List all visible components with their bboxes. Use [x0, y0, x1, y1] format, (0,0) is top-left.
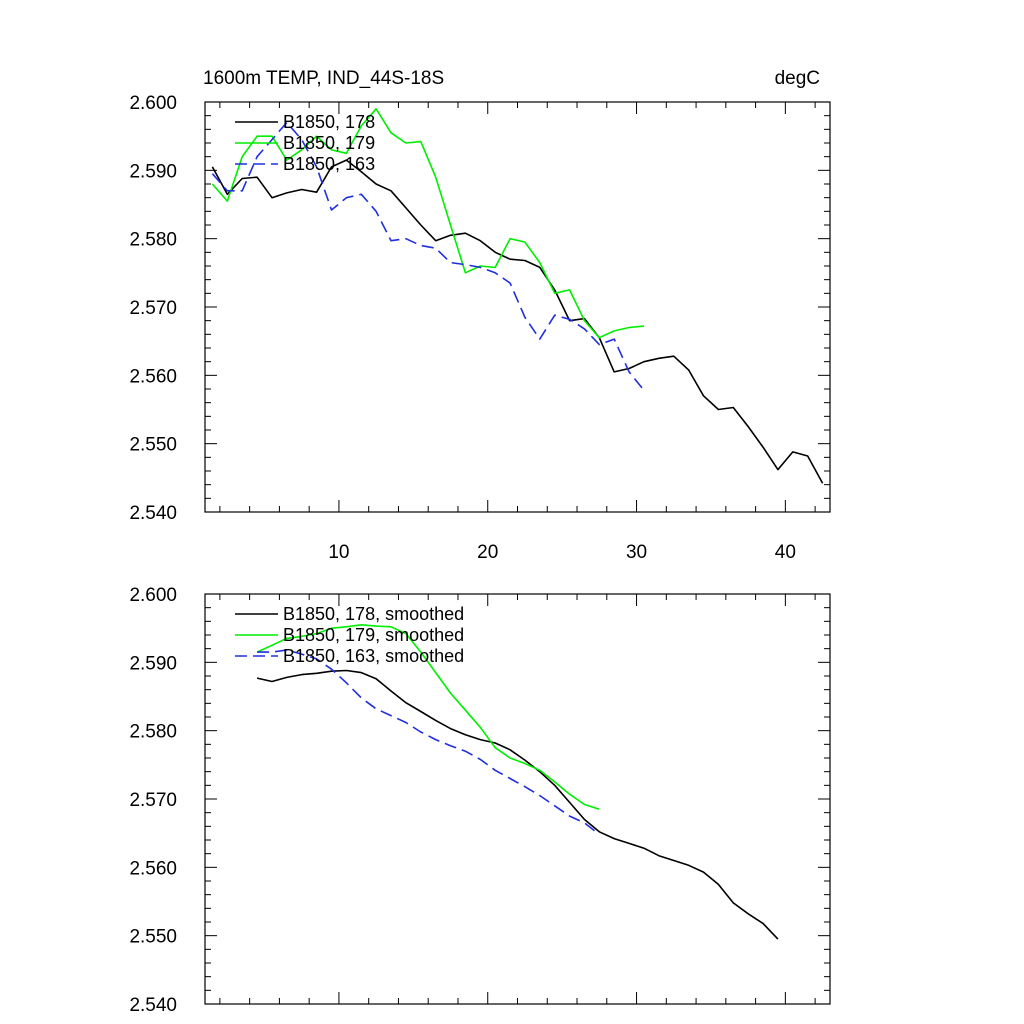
series-line	[256, 669, 779, 940]
top-plot-ticks	[205, 101, 830, 513]
bottom-plot-panel: 2.540 2.550 2.560 2.570 2.580 2.590 2.600 B185…	[129, 585, 831, 1016]
series-line	[211, 159, 824, 484]
legend-label: B1850, 179, smoothed	[283, 625, 464, 645]
y-tick-label: 2.580	[129, 230, 177, 251]
y-tick-label: 2.570	[129, 790, 177, 811]
y-tick-label: 2.600	[129, 585, 177, 606]
y-tick-label: 2.550	[129, 435, 177, 456]
top-plot-x-tick-labels: 10 20 30 40	[328, 542, 796, 563]
x-tick-label: 10	[328, 542, 349, 563]
bottom-plot-ticks	[205, 593, 830, 1005]
y-tick-label: 2.550	[129, 927, 177, 948]
y-tick-label: 2.590	[129, 161, 177, 182]
y-tick-label: 2.540	[129, 995, 177, 1016]
units-label: degC	[775, 68, 820, 89]
series-line	[257, 649, 600, 836]
series-line	[211, 121, 645, 391]
top-plot-panel: 1600m TEMP, IND_44S-18S degC 2.5402.5502…	[129, 68, 831, 563]
chart-title: 1600m TEMP, IND_44S-18S	[203, 68, 444, 89]
y-tick-label: 2.540	[129, 503, 177, 524]
legend-label: B1850, 163	[283, 154, 375, 174]
bottom-plot-y-tick-labels: 2.540 2.550 2.560 2.570 2.580 2.590 2.600	[129, 585, 177, 1016]
legend-label: B1850, 178, smoothed	[283, 604, 464, 624]
y-tick-label: 2.600	[129, 93, 177, 114]
y-tick-label: 2.580	[129, 722, 177, 743]
top-plot-series	[211, 108, 824, 484]
x-tick-label: 30	[626, 542, 647, 563]
y-tick-label: 2.560	[129, 366, 177, 387]
x-tick-label: 20	[477, 542, 498, 563]
y-tick-label: 2.570	[129, 298, 177, 319]
legend-label: B1850, 163, smoothed	[283, 646, 464, 666]
x-tick-label: 40	[775, 542, 796, 563]
series-line	[211, 108, 645, 339]
bottom-plot-series	[256, 623, 779, 940]
series-line	[256, 623, 600, 811]
legend-label: B1850, 179	[283, 133, 375, 153]
y-tick-label: 2.560	[129, 858, 177, 879]
top-plot-y-tick-labels: 2.540 2.550 2.560 2.570 2.580 2.590 2.600	[129, 93, 177, 524]
y-tick-label: 2.590	[129, 653, 177, 674]
legend-label: B1850, 178	[283, 112, 375, 132]
